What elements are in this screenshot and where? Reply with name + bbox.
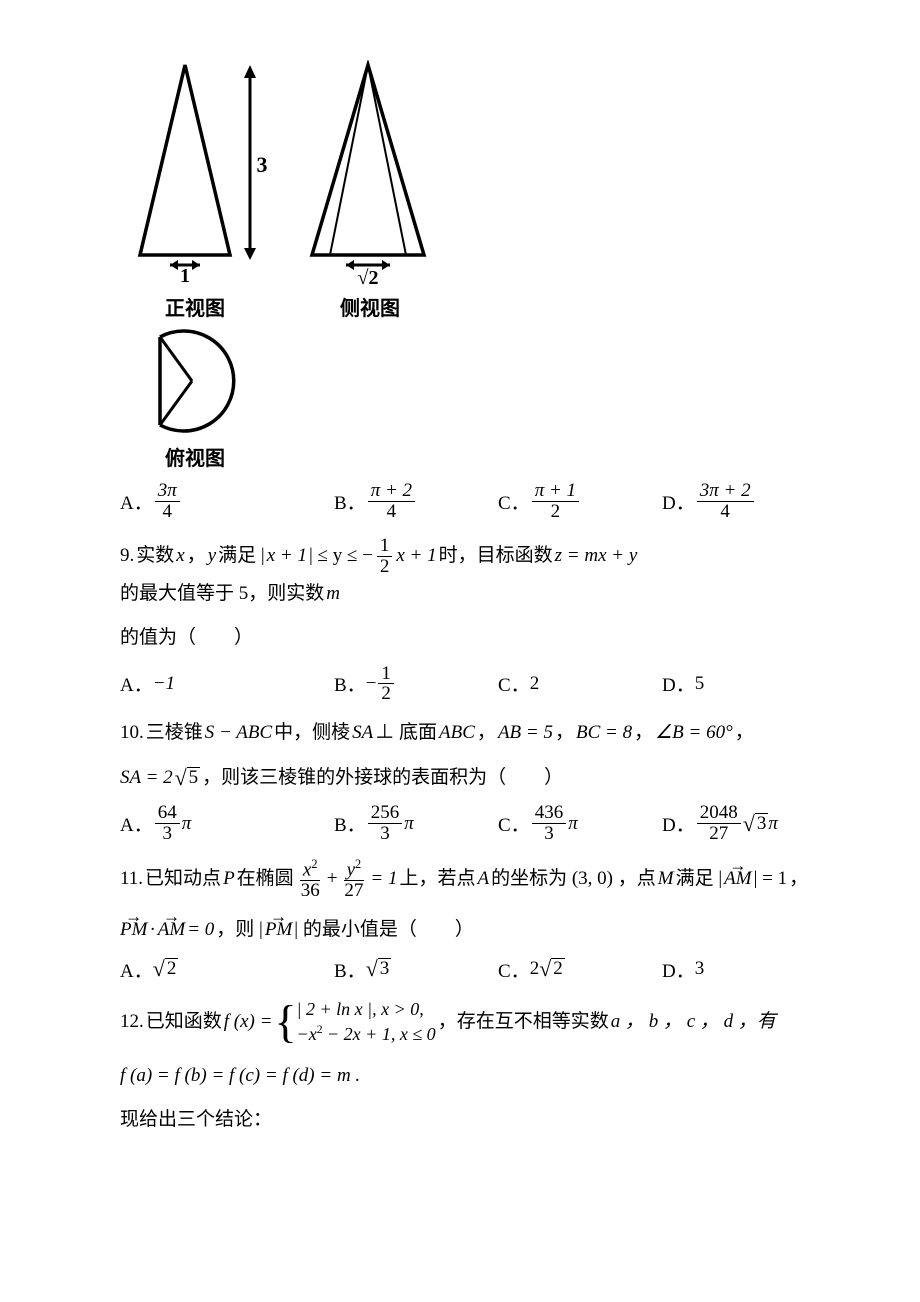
side-view: √2 侧视图 bbox=[300, 60, 440, 321]
q12-line1: 12. 已知函数 f (x) = { | 2 + ln x |, x > 0, … bbox=[120, 997, 820, 1047]
q11-opt-c: C．2√2 bbox=[498, 956, 658, 983]
q11-options: A．√2 B．√3 C．2√2 D．3 bbox=[120, 956, 820, 983]
front-view-svg: 1 3 bbox=[120, 60, 270, 290]
front-base-label: 1 bbox=[180, 265, 190, 287]
front-view-caption: 正视图 bbox=[120, 292, 270, 321]
q8-options: A． 3π4 B． π + 24 C． π + 12 D． 3π + 24 bbox=[120, 481, 820, 522]
q11-line1: 11. 已知动点 P 在椭圆 x236 + y227 = 1 上，若点 A 的坐… bbox=[120, 858, 820, 901]
q11-opt-d: D．3 bbox=[662, 956, 704, 983]
side-view-caption: 侧视图 bbox=[300, 292, 440, 321]
q12-line3: 现给出三个结论： bbox=[120, 1105, 820, 1135]
q10-line1: 10. 三棱锥 S − ABC 中，侧棱 SA ⊥ 底面 ABC ， AB = … bbox=[120, 718, 820, 748]
q12-line2: f (a) = f (b) = f (c) = f (d) = m . bbox=[120, 1061, 820, 1091]
q9-options: A．−1 B．−12 C．2 D．5 bbox=[120, 664, 820, 705]
q9-opt-c: C．2 bbox=[498, 670, 658, 697]
q10-line2: SA = 2√5 ，则该三棱锥的外接球的表面积为（ ） bbox=[120, 763, 820, 793]
front-view: 1 3 正视图 bbox=[120, 60, 270, 321]
exam-page: 1 3 正视图 √2 侧视图 bbox=[0, 0, 920, 1202]
q10-opt-c: C．4363π bbox=[498, 803, 658, 844]
q9-line1: 9. 实数 x ， y 满足 | x + 1 | ≤ y ≤ − 12 x + … bbox=[120, 536, 820, 609]
q9-opt-a: A．−1 bbox=[120, 670, 330, 697]
q9-opt-d: D．5 bbox=[662, 670, 704, 697]
q8-opt-a: A． 3π4 bbox=[120, 481, 330, 522]
top-view-caption: 俯视图 bbox=[120, 442, 270, 471]
front-height-label: 3 bbox=[257, 152, 268, 177]
q10-opt-d: D．204827√3π bbox=[662, 803, 778, 844]
q10-options: A．643π B．2563π C．4363π D．204827√3π bbox=[120, 803, 820, 844]
figure-row-1: 1 3 正视图 √2 侧视图 bbox=[120, 60, 820, 321]
q9-line2: 的值为（ ） bbox=[120, 623, 820, 653]
q8-opt-d: D． 3π + 24 bbox=[662, 481, 756, 522]
side-view-svg: √2 bbox=[300, 60, 440, 290]
q8-opt-b: B． π + 24 bbox=[334, 481, 494, 522]
q8-opt-c: C． π + 12 bbox=[498, 481, 658, 522]
top-view-svg bbox=[120, 325, 250, 440]
q9-opt-b: B．−12 bbox=[334, 664, 494, 705]
q11-opt-a: A．√2 bbox=[120, 956, 330, 983]
top-view: 俯视图 bbox=[120, 325, 270, 471]
q10-opt-a: A．643π bbox=[120, 803, 330, 844]
q11-line2: →PM · →AM = 0 ，则 | →PM | 的最小值是（ ） bbox=[120, 915, 820, 945]
q11-opt-b: B．√3 bbox=[334, 956, 494, 983]
side-base-label: √2 bbox=[358, 267, 379, 289]
q10-opt-b: B．2563π bbox=[334, 803, 494, 844]
